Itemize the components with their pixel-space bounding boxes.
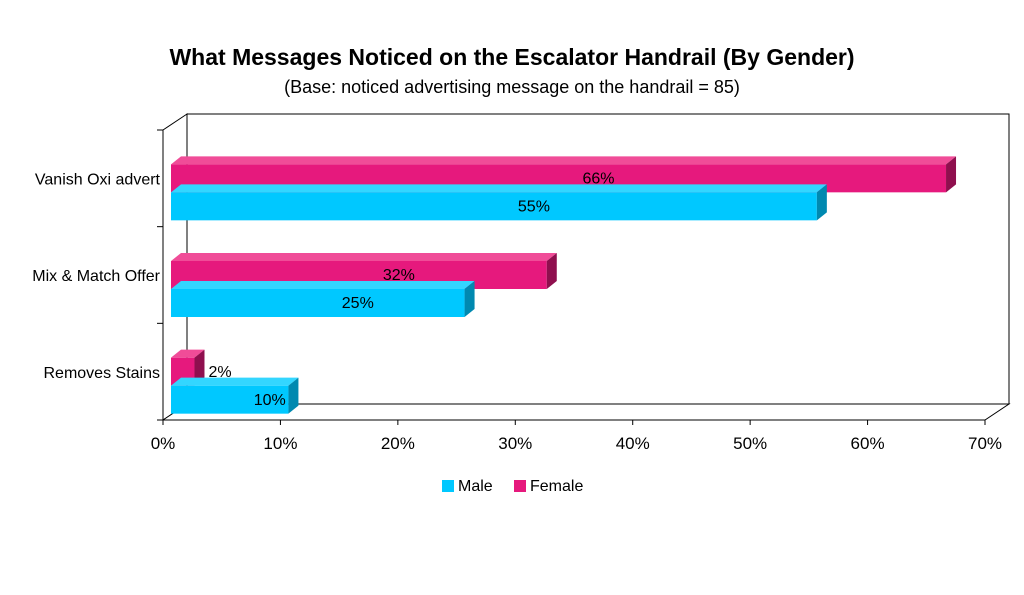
data-label: 66%: [582, 171, 614, 188]
chart-subtitle: (Base: noticed advertising message on th…: [284, 77, 740, 97]
bar-side: [546, 253, 557, 289]
bar-front: [171, 289, 465, 317]
x-tick-label: 50%: [733, 434, 767, 453]
bar-front: [171, 385, 289, 414]
x-tick-label: 40%: [616, 434, 650, 453]
bar-female: 2%: [171, 349, 232, 386]
legend-item-male: Male: [442, 478, 493, 495]
bar-series-group: 66% 55% 32% 25% 2% 10%: [171, 156, 957, 414]
bar-male: 55%: [171, 184, 827, 221]
bar-side: [816, 184, 827, 221]
bar-side: [288, 377, 299, 414]
x-tick-label: 60%: [851, 434, 885, 453]
data-label: 32%: [383, 267, 415, 284]
bar-male: 10%: [171, 377, 299, 414]
x-tick-label: 10%: [263, 434, 297, 453]
x-axis: 0% 10% 20% 30% 40% 50% 60% 70%: [151, 420, 1002, 453]
bar-top: [171, 184, 827, 193]
legend-label: Female: [530, 478, 583, 495]
legend-swatch: [514, 480, 526, 492]
category-label: Vanish Oxi advert: [35, 172, 161, 189]
category-label: Mix & Match Offer: [32, 268, 160, 285]
bar-front: [171, 192, 817, 221]
legend: Male Female: [442, 478, 583, 495]
bar-top: [171, 377, 299, 386]
bar-top: [171, 349, 205, 358]
bar-top: [171, 156, 957, 165]
bar-side: [946, 156, 957, 193]
legend-item-female: Female: [514, 478, 583, 495]
bar-side: [464, 281, 475, 317]
x-tick-label: 30%: [498, 434, 532, 453]
bar-top: [171, 253, 557, 261]
x-tick-label: 70%: [968, 434, 1002, 453]
data-label: 10%: [254, 392, 286, 409]
legend-swatch: [442, 480, 454, 492]
data-label: 2%: [208, 364, 231, 381]
bar-male: 25%: [171, 281, 475, 317]
data-label: 25%: [342, 295, 374, 312]
x-tick-label: 20%: [381, 434, 415, 453]
bar-top: [171, 281, 475, 289]
x-tick-label: 0%: [151, 434, 176, 453]
y-axis: Vanish Oxi advert Mix & Match Offer Remove…: [32, 129, 164, 421]
bar-side: [194, 349, 205, 386]
legend-label: Male: [458, 478, 493, 495]
data-label: 55%: [518, 199, 550, 216]
chart-title: What Messages Noticed on the Escalator H…: [169, 44, 855, 70]
category-label: Removes Stains: [44, 365, 161, 382]
